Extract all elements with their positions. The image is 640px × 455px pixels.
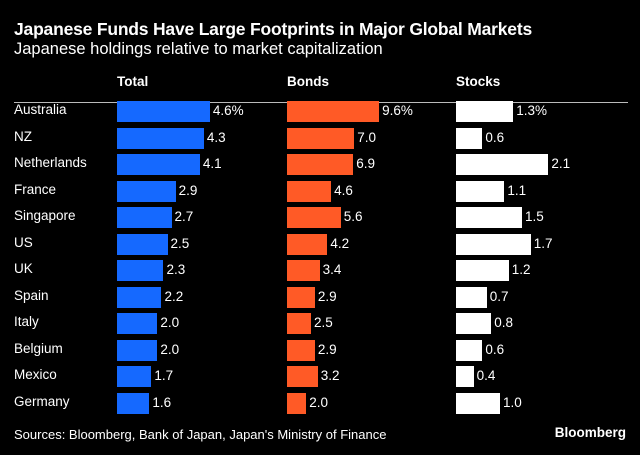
category-label: France (14, 181, 57, 197)
data-label: 1.3% (516, 103, 547, 118)
category-label: Singapore (14, 208, 76, 223)
data-label: 2.3 (166, 262, 186, 277)
bar-stocks (456, 207, 522, 228)
data-label: 3.2 (320, 368, 340, 383)
bar-bonds (287, 313, 311, 334)
data-label: 2.9 (317, 341, 337, 357)
bar-bonds (287, 127, 355, 149)
data-label: 2.0 (160, 341, 180, 357)
bar-stocks (456, 260, 509, 281)
bar-total (117, 260, 164, 281)
bar-bonds (287, 207, 341, 228)
data-label: 1.0 (503, 394, 522, 410)
data-label: 2.1 (551, 156, 571, 171)
bar-total (117, 154, 200, 175)
bar-bonds (287, 286, 315, 308)
bar-bonds (287, 233, 328, 255)
data-label: 7.0 (357, 129, 376, 145)
data-label: 1.1 (507, 182, 527, 198)
data-label: 4.6% (212, 103, 244, 118)
bar-stocks (456, 339, 483, 361)
bar-bonds (287, 101, 380, 122)
source-note: Sources: Bloomberg, Bank of Japan, Japan… (14, 427, 387, 442)
bloomberg-logo: Bloomberg (554, 425, 626, 440)
bar-bonds (287, 154, 354, 175)
category-label: Australia (14, 102, 67, 117)
data-label: 1.7 (533, 235, 553, 251)
category-label: US (14, 234, 33, 250)
bar-stocks (456, 286, 487, 308)
bar-bonds (287, 366, 318, 387)
data-label: 2.5 (170, 235, 190, 251)
data-label: 5.6 (343, 209, 363, 224)
bar-bonds (287, 180, 332, 202)
column-header-stocks: Stocks (456, 74, 501, 89)
bar-total (117, 392, 150, 414)
bar-stocks (456, 392, 500, 414)
data-label: 0.7 (489, 288, 509, 304)
bar-bonds (287, 339, 315, 361)
category-label: NZ (14, 128, 32, 144)
bar-bonds (287, 392, 307, 414)
bar-bonds (287, 260, 320, 281)
bar-total (117, 233, 168, 255)
bar-total (117, 313, 158, 334)
bar-total (117, 207, 172, 228)
data-label: 1.5 (525, 209, 544, 224)
data-label: 6.9 (356, 156, 376, 171)
data-label: 4.1 (202, 156, 222, 171)
data-label: 4.6 (334, 182, 353, 198)
chart-subtitle: Japanese holdings relative to market cap… (14, 40, 383, 58)
data-label: 0.4 (476, 368, 496, 383)
bar-stocks (456, 101, 514, 122)
category-label: Italy (14, 314, 39, 329)
category-label: Spain (14, 287, 49, 303)
data-label: 2.0 (309, 394, 328, 410)
data-label: 4.3 (206, 129, 226, 145)
category-label: Netherlands (14, 155, 87, 170)
data-label: 2.5 (314, 315, 333, 330)
data-label: 2.9 (178, 182, 198, 198)
bar-total (117, 286, 162, 308)
bar-stocks (456, 366, 474, 387)
data-label: 2.9 (317, 288, 337, 304)
category-label: Mexico (14, 367, 57, 382)
bar-stocks (456, 127, 483, 149)
bar-total (117, 101, 210, 122)
category-label: UK (14, 261, 33, 276)
data-label: 0.6 (485, 341, 505, 357)
data-label: 9.6% (382, 103, 413, 118)
data-label: 0.6 (485, 129, 505, 145)
category-label: Germany (14, 393, 70, 409)
bar-stocks (456, 233, 531, 255)
column-header-total: Total (117, 74, 149, 89)
bar-total (117, 366, 152, 387)
chart-title: Japanese Funds Have Large Footprints in … (14, 19, 532, 39)
bar-stocks (456, 180, 505, 202)
data-label: 0.8 (494, 315, 513, 330)
data-label: 3.4 (322, 262, 342, 277)
bar-total (117, 127, 204, 149)
data-label: 4.2 (330, 235, 350, 251)
bar-stocks (456, 313, 492, 334)
bar-total (117, 339, 158, 361)
category-label: Belgium (14, 340, 63, 356)
bar-total (117, 180, 176, 202)
bar-stocks (456, 154, 549, 175)
column-header-bonds: Bonds (287, 74, 329, 89)
data-label: 1.7 (154, 368, 174, 383)
data-label: 2.0 (160, 315, 180, 330)
data-label: 2.7 (174, 209, 194, 224)
data-label: 1.6 (152, 394, 172, 410)
data-label: 2.2 (164, 288, 184, 304)
data-label: 1.2 (511, 262, 531, 277)
